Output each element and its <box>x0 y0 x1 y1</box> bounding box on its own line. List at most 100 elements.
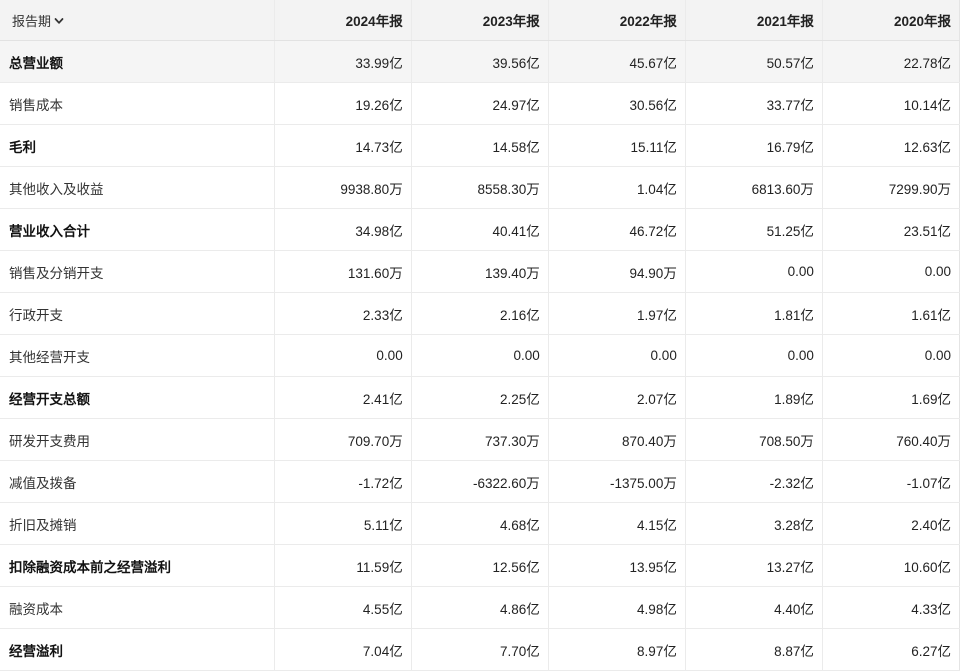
row-label: 经营溢利 <box>0 628 275 671</box>
row-label: 扣除融资成本前之经营溢利 <box>0 544 275 587</box>
table-row: 扣除融资成本前之经营溢利 11.59亿 12.56亿 13.95亿 13.27亿 10.6… <box>0 544 961 587</box>
table-cell-value: 3.28亿 <box>685 502 823 545</box>
row-label: 融资成本 <box>0 586 275 629</box>
table-cell-value: 1.89亿 <box>685 376 823 419</box>
table-cell-value: 12.56亿 <box>411 544 549 587</box>
table-row: 经营溢利 7.04亿 7.70亿 8.97亿 8.87亿 6.27亿 <box>0 628 961 671</box>
table-cell-value: 139.40万 <box>411 250 549 293</box>
row-label: 毛利 <box>0 124 275 167</box>
table-cell-value: 10.14亿 <box>822 82 961 125</box>
table-cell-value: 40.41亿 <box>411 208 549 251</box>
table-cell-value: 4.86亿 <box>411 586 549 629</box>
table-row: 销售及分销开支 131.60万 139.40万 94.90万 0.00 0.00 <box>0 250 961 293</box>
table-cell-value: 6813.60万 <box>685 166 823 209</box>
table-row: 总营业额 33.99亿 39.56亿 45.67亿 50.57亿 22.78亿 <box>0 40 961 83</box>
row-label: 其他经营开支 <box>0 334 275 377</box>
table-row: 折旧及摊销 5.11亿 4.68亿 4.15亿 3.28亿 2.40亿 <box>0 502 961 545</box>
table-cell-value: 4.55亿 <box>274 586 412 629</box>
table-cell-value: -6322.60万 <box>411 460 549 503</box>
table-cell-value: 10.60亿 <box>822 544 961 587</box>
table-cell-value: 8558.30万 <box>411 166 549 209</box>
row-label: 销售成本 <box>0 82 275 125</box>
header-row: 报告期 2024年报 2023年报 2022年报 2021年报 2020年报 <box>0 0 961 41</box>
table-cell-value: 12.63亿 <box>822 124 961 167</box>
table-cell-value: 2.33亿 <box>274 292 412 335</box>
table-cell-value: 2.07亿 <box>548 376 686 419</box>
year-header: 2024年报 <box>274 0 412 41</box>
row-label: 研发开支费用 <box>0 418 275 461</box>
table-cell-value: 34.98亿 <box>274 208 412 251</box>
table-cell-value: 4.33亿 <box>822 586 961 629</box>
table-cell-value: 33.77亿 <box>685 82 823 125</box>
table-cell-value: 13.27亿 <box>685 544 823 587</box>
table-cell-value: 0.00 <box>685 334 823 377</box>
table-cell-value: 4.98亿 <box>548 586 686 629</box>
table-cell-value: 51.25亿 <box>685 208 823 251</box>
table-cell-value: 870.40万 <box>548 418 686 461</box>
table-cell-value: 709.70万 <box>274 418 412 461</box>
table-cell-value: 33.99亿 <box>274 40 412 83</box>
row-label: 销售及分销开支 <box>0 250 275 293</box>
row-label: 其他收入及收益 <box>0 166 275 209</box>
row-label: 折旧及摊销 <box>0 502 275 545</box>
table-cell-value: 760.40万 <box>822 418 961 461</box>
table-row: 行政开支 2.33亿 2.16亿 1.97亿 1.81亿 1.61亿 <box>0 292 961 335</box>
table-cell-value: 1.61亿 <box>822 292 961 335</box>
year-header: 2022年报 <box>548 0 686 41</box>
table-cell-value: 0.00 <box>274 334 412 377</box>
table-cell-value: -1.07亿 <box>822 460 961 503</box>
table-cell-value: -1375.00万 <box>548 460 686 503</box>
table-row: 其他收入及收益 9938.80万 8558.30万 1.04亿 6813.60万 7299… <box>0 166 961 209</box>
report-period-label: 报告期 <box>12 13 52 29</box>
table-cell-value: 23.51亿 <box>822 208 961 251</box>
year-header: 2021年报 <box>685 0 823 41</box>
table-cell-value: 15.11亿 <box>548 124 686 167</box>
table-cell-value: 1.69亿 <box>822 376 961 419</box>
table-cell-value: 6.27亿 <box>822 628 961 671</box>
year-header: 2023年报 <box>411 0 549 41</box>
table-row: 经营开支总额 2.41亿 2.25亿 2.07亿 1.89亿 1.69亿 <box>0 376 961 419</box>
table-cell-value: -2.32亿 <box>685 460 823 503</box>
table-cell-value: 0.00 <box>548 334 686 377</box>
table-cell-value: 11.59亿 <box>274 544 412 587</box>
table-cell-value: 2.40亿 <box>822 502 961 545</box>
table-cell-value: 0.00 <box>822 334 961 377</box>
table-cell-value: 1.04亿 <box>548 166 686 209</box>
table-cell-value: 16.79亿 <box>685 124 823 167</box>
table-cell-value: 131.60万 <box>274 250 412 293</box>
table-cell-value: 2.41亿 <box>274 376 412 419</box>
table-cell-value: 30.56亿 <box>548 82 686 125</box>
report-period-dropdown[interactable]: 报告期 <box>0 0 275 41</box>
table-cell-value: 14.73亿 <box>274 124 412 167</box>
table-cell-value: 39.56亿 <box>411 40 549 83</box>
table-row: 营业收入合计 34.98亿 40.41亿 46.72亿 51.25亿 23.51亿 <box>0 208 961 251</box>
table-row: 减值及拨备 -1.72亿 -6322.60万 -1375.00万 -2.32亿 -1.07… <box>0 460 961 503</box>
table-cell-value: 19.26亿 <box>274 82 412 125</box>
table-cell-value: 0.00 <box>685 250 823 293</box>
table-cell-value: 50.57亿 <box>685 40 823 83</box>
table-cell-value: 45.67亿 <box>548 40 686 83</box>
table-cell-value: 14.58亿 <box>411 124 549 167</box>
row-label: 总营业额 <box>0 40 275 83</box>
table-cell-value: 2.25亿 <box>411 376 549 419</box>
row-label: 行政开支 <box>0 292 275 335</box>
table-cell-value: 8.97亿 <box>548 628 686 671</box>
year-header: 2020年报 <box>822 0 961 41</box>
table-cell-value: 13.95亿 <box>548 544 686 587</box>
table-cell-value: 0.00 <box>411 334 549 377</box>
table-cell-value: 7299.90万 <box>822 166 961 209</box>
table-row: 研发开支费用 709.70万 737.30万 870.40万 708.50万 760.40… <box>0 418 961 461</box>
table-cell-value: 9938.80万 <box>274 166 412 209</box>
table-cell-value: 46.72亿 <box>548 208 686 251</box>
table-cell-value: 7.70亿 <box>411 628 549 671</box>
table-cell-value: 4.68亿 <box>411 502 549 545</box>
table-cell-value: 1.81亿 <box>685 292 823 335</box>
table-cell-value: 7.04亿 <box>274 628 412 671</box>
table-cell-value: 737.30万 <box>411 418 549 461</box>
table-cell-value: 4.40亿 <box>685 586 823 629</box>
table-row: 融资成本 4.55亿 4.86亿 4.98亿 4.40亿 4.33亿 <box>0 586 961 629</box>
table-cell-value: 2.16亿 <box>411 292 549 335</box>
table-cell-value: 22.78亿 <box>822 40 961 83</box>
table-cell-value: 8.87亿 <box>685 628 823 671</box>
